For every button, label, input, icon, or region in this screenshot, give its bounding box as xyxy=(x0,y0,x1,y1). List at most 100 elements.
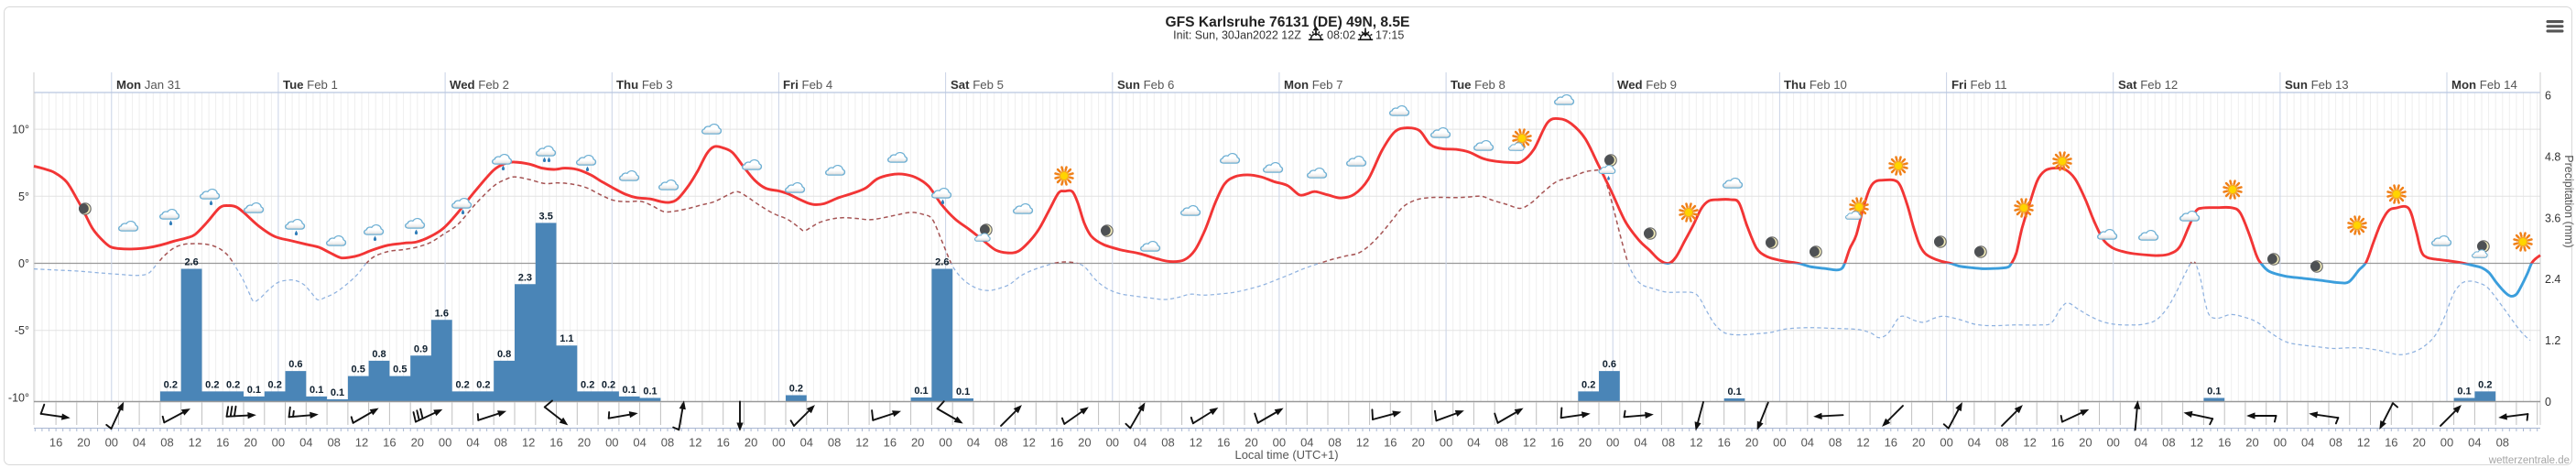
svg-text:Sun Feb 6: Sun Feb 6 xyxy=(1117,78,1174,92)
svg-text:12: 12 xyxy=(689,436,701,450)
svg-text:12: 12 xyxy=(1523,436,1536,450)
svg-text:16: 16 xyxy=(49,436,62,450)
svg-text:00: 00 xyxy=(439,436,451,450)
svg-text:04: 04 xyxy=(1300,436,1313,450)
svg-text:0°: 0° xyxy=(18,257,29,270)
svg-text:12: 12 xyxy=(1690,436,1702,450)
svg-text:Sun Feb 13: Sun Feb 13 xyxy=(2285,78,2349,92)
svg-text:1.2: 1.2 xyxy=(2545,334,2560,347)
svg-text:Local time (UTC+1): Local time (UTC+1) xyxy=(1234,448,1338,462)
svg-text:20: 20 xyxy=(77,436,90,450)
svg-text:00: 00 xyxy=(772,436,785,450)
svg-text:2.6: 2.6 xyxy=(935,257,949,268)
svg-text:3.5: 3.5 xyxy=(539,211,553,222)
svg-text:0.2: 0.2 xyxy=(581,379,594,390)
svg-text:0.8: 0.8 xyxy=(372,349,386,360)
svg-text:04: 04 xyxy=(133,436,146,450)
svg-text:16: 16 xyxy=(216,436,229,450)
svg-text:00: 00 xyxy=(2106,436,2119,450)
svg-text:Thu Feb 10: Thu Feb 10 xyxy=(1784,78,1847,92)
svg-text:-5°: -5° xyxy=(15,324,29,337)
svg-text:08: 08 xyxy=(661,436,674,450)
svg-text:16: 16 xyxy=(1050,436,1063,450)
svg-text:20: 20 xyxy=(1245,436,1257,450)
svg-text:16: 16 xyxy=(1717,436,1730,450)
svg-text:16: 16 xyxy=(2218,436,2231,450)
svg-text:2.3: 2.3 xyxy=(518,272,532,283)
svg-text:20: 20 xyxy=(2079,436,2092,450)
svg-text:20: 20 xyxy=(1078,436,1091,450)
svg-text:08:02: 08:02 xyxy=(1327,28,1355,41)
svg-text:0.2: 0.2 xyxy=(602,379,615,390)
svg-text:0.1: 0.1 xyxy=(914,386,928,397)
svg-text:00: 00 xyxy=(272,436,285,450)
svg-text:08: 08 xyxy=(1662,436,1675,450)
svg-text:16: 16 xyxy=(884,436,897,450)
svg-text:00: 00 xyxy=(939,436,951,450)
svg-text:08: 08 xyxy=(160,436,173,450)
svg-text:5°: 5° xyxy=(18,190,29,203)
svg-text:04: 04 xyxy=(1467,436,1480,450)
svg-text:Tue Feb 1: Tue Feb 1 xyxy=(283,78,338,92)
svg-text:20: 20 xyxy=(1745,436,1758,450)
svg-text:0.1: 0.1 xyxy=(331,387,344,398)
svg-text:12: 12 xyxy=(2023,436,2036,450)
svg-text:4.8: 4.8 xyxy=(2545,150,2560,163)
svg-text:16: 16 xyxy=(2051,436,2064,450)
svg-text:04: 04 xyxy=(2468,436,2481,450)
svg-text:6: 6 xyxy=(2545,90,2551,103)
svg-text:12: 12 xyxy=(855,436,868,450)
svg-text:16: 16 xyxy=(549,436,562,450)
svg-text:16: 16 xyxy=(1217,436,1230,450)
svg-text:0.1: 0.1 xyxy=(310,385,323,396)
svg-text:-10°: -10° xyxy=(8,391,29,404)
svg-text:1.1: 1.1 xyxy=(560,333,573,344)
svg-text:Init: Sun, 30Jan2022 12Z: Init: Sun, 30Jan2022 12Z xyxy=(1173,28,1301,41)
svg-text:08: 08 xyxy=(2496,436,2509,450)
svg-text:2.4: 2.4 xyxy=(2545,273,2560,286)
svg-text:08: 08 xyxy=(828,436,841,450)
svg-text:08: 08 xyxy=(1495,436,1508,450)
svg-text:20: 20 xyxy=(745,436,757,450)
svg-text:12: 12 xyxy=(1856,436,1869,450)
svg-text:08: 08 xyxy=(2162,436,2175,450)
svg-text:00: 00 xyxy=(1106,436,1119,450)
svg-text:0.2: 0.2 xyxy=(226,379,240,390)
svg-text:16: 16 xyxy=(1384,436,1397,450)
svg-text:Mon Jan 31: Mon Jan 31 xyxy=(116,78,180,92)
svg-text:0: 0 xyxy=(2545,396,2551,408)
svg-text:12: 12 xyxy=(522,436,535,450)
svg-text:20: 20 xyxy=(911,436,924,450)
svg-text:Mon Feb 14: Mon Feb 14 xyxy=(2451,78,2517,92)
svg-text:3.6: 3.6 xyxy=(2545,212,2560,224)
svg-text:0.5: 0.5 xyxy=(352,365,365,375)
svg-text:16: 16 xyxy=(1550,436,1563,450)
svg-text:wetterzentrale.de: wetterzentrale.de xyxy=(2488,455,2570,466)
svg-text:00: 00 xyxy=(105,436,118,450)
svg-text:04: 04 xyxy=(1968,436,1981,450)
svg-text:20: 20 xyxy=(244,436,256,450)
svg-text:00: 00 xyxy=(2440,436,2453,450)
svg-text:GFS Karlsruhe 76131 (DE) 49N,: GFS Karlsruhe 76131 (DE) 49N, 8.5E xyxy=(1166,15,1410,30)
svg-text:08: 08 xyxy=(327,436,340,450)
svg-text:0.2: 0.2 xyxy=(789,384,803,395)
svg-text:0.1: 0.1 xyxy=(623,385,636,396)
svg-text:0.1: 0.1 xyxy=(2457,386,2471,397)
svg-text:0.2: 0.2 xyxy=(268,379,282,390)
svg-text:20: 20 xyxy=(1579,436,1592,450)
svg-text:0.1: 0.1 xyxy=(2207,386,2221,397)
svg-text:20: 20 xyxy=(578,436,591,450)
svg-text:0.9: 0.9 xyxy=(414,343,428,354)
svg-text:Sat Feb 12: Sat Feb 12 xyxy=(2118,78,2178,92)
svg-text:08: 08 xyxy=(1829,436,1842,450)
svg-text:0.2: 0.2 xyxy=(1581,379,1595,390)
svg-text:12: 12 xyxy=(189,436,201,450)
svg-text:04: 04 xyxy=(466,436,479,450)
svg-text:2.6: 2.6 xyxy=(184,257,198,268)
svg-text:04: 04 xyxy=(1801,436,1814,450)
svg-text:16: 16 xyxy=(2385,436,2397,450)
svg-text:0.8: 0.8 xyxy=(497,349,511,360)
svg-text:16: 16 xyxy=(383,436,396,450)
svg-text:0.2: 0.2 xyxy=(455,379,469,390)
svg-text:04: 04 xyxy=(1634,436,1647,450)
